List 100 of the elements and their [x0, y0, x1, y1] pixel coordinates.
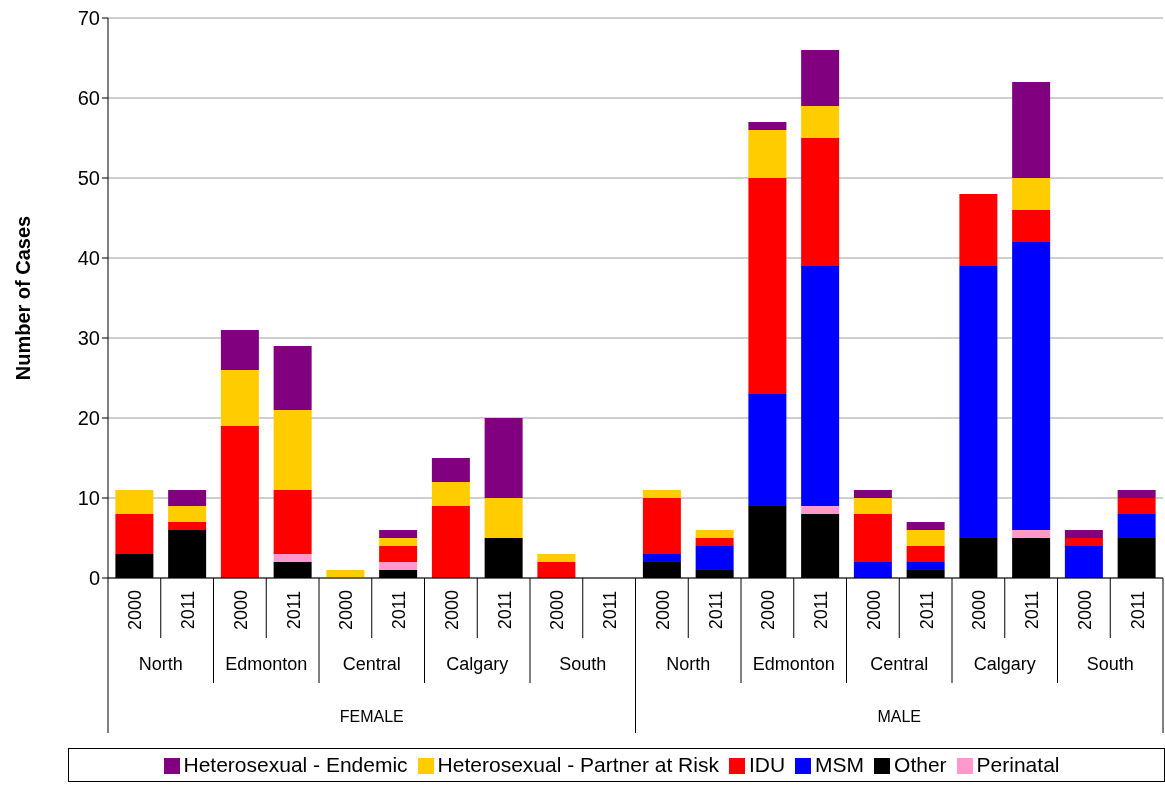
x-tick-label: 2000	[125, 589, 146, 631]
y-tick-label: 50	[77, 167, 100, 190]
x-tick-label: 2000	[758, 589, 779, 631]
x-tick-label: 2011	[494, 590, 515, 630]
bar	[537, 554, 576, 562]
legend-label: Perinatal	[976, 753, 1060, 776]
bar	[801, 266, 840, 506]
bar	[906, 546, 945, 562]
bar	[853, 562, 892, 578]
bar	[1064, 538, 1103, 546]
bar	[1012, 82, 1051, 178]
x-tick-label: 2011	[811, 590, 832, 630]
y-tick-label: 30	[77, 327, 100, 350]
bar	[484, 498, 523, 538]
bar	[431, 458, 470, 482]
y-axis-title: Number of Cases	[12, 215, 34, 381]
x-tick-label: 2000	[441, 589, 462, 631]
text: MALE	[877, 708, 922, 725]
bar	[906, 530, 945, 546]
bar	[273, 490, 312, 554]
bar	[431, 506, 470, 578]
bar	[273, 346, 312, 410]
legend-label: MSM	[815, 753, 865, 776]
bar	[1064, 530, 1103, 538]
x-tick-label: 2000	[1074, 589, 1095, 631]
bar	[168, 522, 207, 530]
text: South	[1086, 654, 1134, 674]
text: North	[666, 654, 711, 674]
bar	[801, 106, 840, 138]
bar	[115, 514, 154, 554]
y-tick-label: 10	[77, 487, 100, 510]
bar	[959, 266, 998, 538]
bar	[220, 330, 259, 370]
bar	[906, 522, 945, 530]
bar	[853, 490, 892, 498]
text: Edmonton	[752, 654, 835, 674]
x-tick-label: 2000	[863, 589, 884, 631]
bar	[220, 370, 259, 426]
text: Central	[342, 654, 401, 674]
x-tick-label: 2000	[230, 589, 251, 631]
bar	[1064, 546, 1103, 578]
y-tick-label: 60	[77, 87, 100, 110]
bar	[748, 122, 787, 130]
bar	[959, 194, 998, 266]
bar	[379, 530, 418, 538]
bar	[379, 538, 418, 546]
bar	[748, 130, 787, 178]
bar	[168, 506, 207, 522]
bar	[1012, 210, 1051, 242]
bar	[801, 138, 840, 266]
bar	[273, 410, 312, 490]
text: Calgary	[446, 654, 509, 674]
bar	[906, 562, 945, 570]
bar	[484, 418, 523, 498]
bar	[1012, 178, 1051, 210]
bar	[748, 178, 787, 394]
bar	[379, 546, 418, 562]
bar	[220, 426, 259, 578]
text: Central	[870, 654, 929, 674]
bar	[379, 562, 418, 570]
x-tick-label: 2011	[600, 590, 621, 630]
bar	[1117, 514, 1156, 538]
x-tick-label: 2011	[178, 590, 199, 630]
bar	[695, 538, 734, 546]
bar	[431, 482, 470, 506]
legend-label: Heterosexual - Endemic	[183, 753, 408, 776]
bar	[1012, 530, 1051, 538]
bar	[642, 554, 681, 562]
y-tick-label: 0	[88, 567, 100, 590]
text: FEMALE	[339, 708, 404, 725]
bar	[273, 554, 312, 562]
x-tick-label: 2000	[336, 589, 357, 631]
text: Edmonton	[225, 654, 308, 674]
legend-label: Heterosexual - Partner at Risk	[437, 753, 719, 776]
bar	[748, 394, 787, 506]
bar	[853, 498, 892, 514]
bar	[695, 530, 734, 538]
text: South	[559, 654, 607, 674]
legend-label: IDU	[748, 753, 786, 776]
legend-label: Other	[894, 753, 947, 776]
x-tick-label: 2011	[705, 590, 726, 630]
bar	[642, 498, 681, 554]
y-tick-label: 70	[77, 7, 100, 30]
x-tick-label: 2011	[916, 590, 937, 630]
bar	[537, 562, 576, 578]
bar	[1117, 490, 1156, 498]
bar	[801, 506, 840, 514]
text: Calgary	[973, 654, 1036, 674]
bar	[801, 50, 840, 106]
bar	[115, 490, 154, 514]
x-tick-label: 2011	[1022, 590, 1043, 630]
x-tick-label: 2011	[389, 590, 410, 630]
bar	[1012, 242, 1051, 530]
bar	[695, 546, 734, 570]
x-tick-label: 2011	[1127, 590, 1148, 630]
x-tick-label: 2011	[283, 590, 304, 630]
y-tick-label: 20	[77, 407, 100, 430]
bar	[642, 490, 681, 498]
text: North	[138, 654, 183, 674]
y-tick-label: 40	[77, 247, 100, 270]
